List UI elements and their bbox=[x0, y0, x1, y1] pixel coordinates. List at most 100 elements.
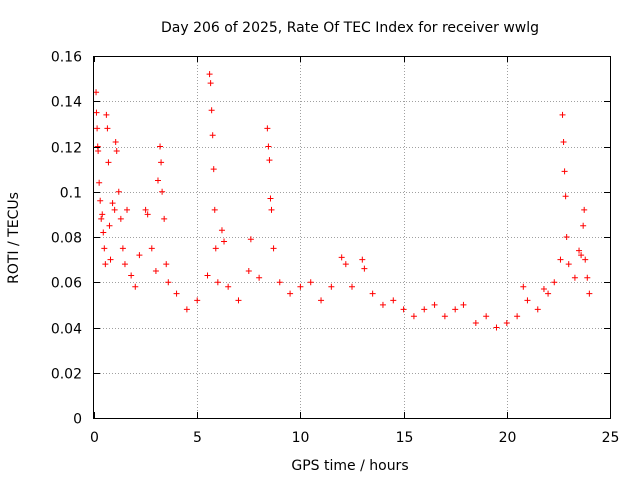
x-axis-label: GPS time / hours bbox=[291, 458, 408, 474]
data-point bbox=[161, 215, 168, 222]
data-point bbox=[113, 148, 120, 155]
data-point bbox=[576, 247, 583, 254]
data-point bbox=[210, 166, 217, 173]
data-point bbox=[148, 245, 155, 252]
data-point bbox=[225, 283, 232, 290]
data-point bbox=[267, 195, 274, 202]
data-point bbox=[95, 148, 102, 155]
data-point bbox=[421, 306, 428, 313]
data-point bbox=[245, 267, 252, 274]
data-point bbox=[307, 279, 314, 286]
data-point bbox=[390, 297, 397, 304]
data-point bbox=[571, 274, 578, 281]
data-point bbox=[514, 313, 521, 320]
data-point bbox=[328, 283, 335, 290]
data-point bbox=[268, 206, 275, 213]
data-point bbox=[157, 143, 164, 150]
data-point bbox=[208, 107, 215, 114]
data-point bbox=[97, 197, 104, 204]
data-point bbox=[561, 168, 568, 175]
data-point bbox=[98, 215, 105, 222]
data-point bbox=[318, 297, 325, 304]
x-tick-label: 0 bbox=[90, 430, 99, 446]
data-point bbox=[524, 297, 531, 304]
data-point bbox=[221, 238, 228, 245]
data-point bbox=[540, 286, 547, 293]
y-tick-label: 0.1 bbox=[60, 186, 82, 202]
plot-frame bbox=[93, 56, 611, 419]
data-point bbox=[431, 301, 438, 308]
x-tick-label: 20 bbox=[499, 430, 517, 446]
x-tick-label: 5 bbox=[193, 430, 202, 446]
data-point bbox=[565, 261, 572, 268]
data-point bbox=[159, 188, 166, 195]
data-point bbox=[124, 206, 131, 213]
data-point bbox=[256, 274, 263, 281]
data-point bbox=[441, 313, 448, 320]
y-tick-label: 0.02 bbox=[51, 367, 82, 383]
data-point bbox=[534, 306, 541, 313]
data-point bbox=[297, 283, 304, 290]
data-point bbox=[218, 227, 225, 234]
data-point bbox=[287, 290, 294, 297]
data-point bbox=[582, 256, 589, 263]
data-point bbox=[194, 297, 201, 304]
data-points-layer bbox=[93, 71, 593, 331]
data-point bbox=[111, 206, 118, 213]
data-point bbox=[400, 306, 407, 313]
data-point bbox=[152, 267, 159, 274]
y-tick-label: 0.12 bbox=[51, 141, 82, 157]
data-point bbox=[102, 261, 109, 268]
y-tick-label: 0.14 bbox=[51, 95, 82, 111]
y-tick-label: 0.16 bbox=[51, 50, 82, 66]
data-point bbox=[270, 245, 277, 252]
data-point bbox=[338, 254, 345, 261]
data-point bbox=[580, 222, 587, 229]
data-point bbox=[349, 283, 355, 290]
data-point bbox=[93, 89, 100, 96]
data-point bbox=[206, 71, 213, 78]
data-point bbox=[103, 111, 110, 118]
data-point bbox=[96, 179, 103, 186]
data-point bbox=[100, 229, 107, 236]
data-point bbox=[264, 125, 271, 132]
data-point bbox=[493, 324, 500, 331]
data-point bbox=[276, 279, 283, 286]
data-point bbox=[99, 211, 106, 218]
data-point bbox=[266, 157, 273, 164]
data-point bbox=[369, 290, 376, 297]
data-point bbox=[563, 234, 570, 240]
chart-title: Day 206 of 2025, Rate Of TEC Index for r… bbox=[161, 20, 539, 36]
data-point bbox=[503, 319, 510, 326]
data-point bbox=[578, 252, 585, 259]
data-point bbox=[247, 236, 254, 243]
data-point bbox=[101, 245, 108, 252]
data-point bbox=[183, 306, 190, 313]
data-point bbox=[379, 301, 386, 308]
x-tick-label: 15 bbox=[396, 430, 414, 446]
data-point bbox=[359, 256, 366, 263]
data-point bbox=[119, 245, 126, 252]
data-point bbox=[117, 215, 124, 222]
data-point bbox=[93, 109, 100, 116]
data-point bbox=[121, 261, 128, 268]
data-point bbox=[207, 80, 214, 87]
data-point bbox=[204, 272, 211, 279]
data-point bbox=[265, 143, 272, 150]
data-point bbox=[472, 319, 479, 326]
data-point bbox=[106, 222, 113, 229]
data-point bbox=[520, 283, 527, 290]
data-point bbox=[94, 125, 101, 132]
data-point bbox=[112, 138, 119, 145]
y-tick-label: 0 bbox=[73, 412, 82, 428]
data-point bbox=[104, 125, 111, 132]
data-point bbox=[551, 279, 558, 286]
data-point bbox=[361, 265, 368, 272]
data-point bbox=[460, 301, 467, 308]
data-point bbox=[142, 206, 149, 213]
data-point bbox=[105, 159, 112, 166]
x-tick-label: 10 bbox=[292, 430, 310, 446]
data-point bbox=[214, 279, 221, 286]
data-point bbox=[136, 252, 143, 259]
